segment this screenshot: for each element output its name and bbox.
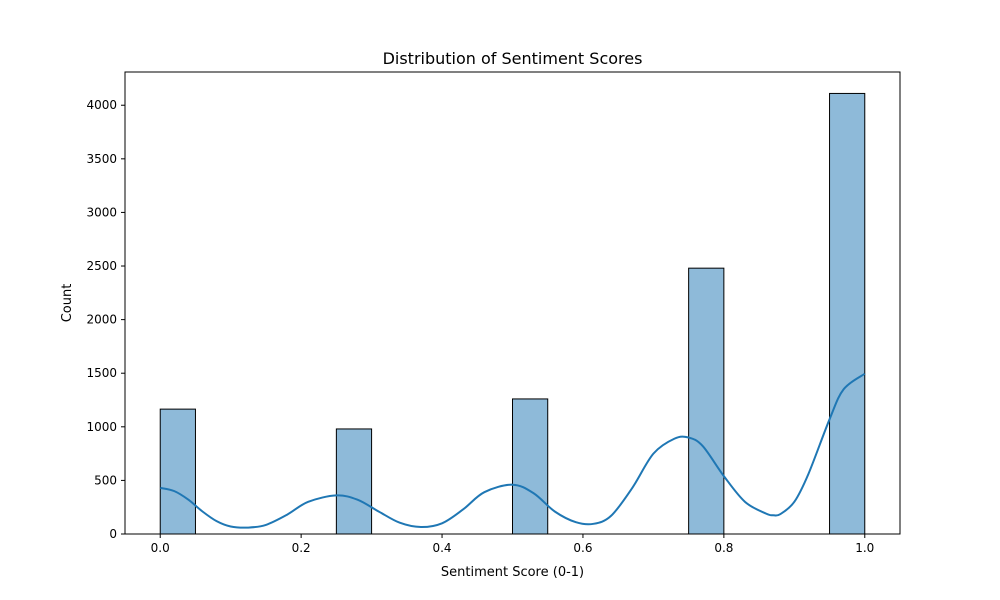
kde-line xyxy=(160,372,866,529)
y-tick-label: 1500 xyxy=(86,366,117,380)
y-tick-label: 1000 xyxy=(86,420,117,434)
x-tick-label: 0.6 xyxy=(573,541,592,555)
histogram-bar xyxy=(512,398,549,535)
histogram-bar xyxy=(159,408,196,535)
y-tick-label: 2500 xyxy=(86,259,117,273)
y-tick-label: 2000 xyxy=(86,313,117,327)
plot-frame xyxy=(124,71,901,535)
y-tick-label: 500 xyxy=(94,473,117,487)
x-axis-label: Sentiment Score (0-1) xyxy=(441,565,584,580)
bars-layer xyxy=(159,92,866,535)
x-tick-label: 0.2 xyxy=(292,541,311,555)
x-tick-label: 0.0 xyxy=(151,541,170,555)
y-tick-label: 0 xyxy=(109,527,117,541)
x-tick-label: 0.4 xyxy=(432,541,451,555)
chart-title: Distribution of Sentiment Scores xyxy=(383,49,643,68)
x-tick-label: 0.8 xyxy=(714,541,733,555)
y-axis: 0 500 1000 1500 2000 2500 3000 3500 4000 xyxy=(86,98,125,541)
y-axis-label: Count xyxy=(60,284,75,323)
kde-layer xyxy=(160,372,866,529)
histogram-bar xyxy=(335,428,373,535)
x-tick-label: 1.0 xyxy=(855,541,874,555)
y-tick-label: 4000 xyxy=(86,98,117,112)
histogram-bar xyxy=(688,267,725,535)
y-tick-label: 3500 xyxy=(86,152,117,166)
x-axis: 0.0 0.2 0.4 0.6 0.8 1.0 xyxy=(151,534,874,555)
histogram-bar xyxy=(829,92,866,535)
y-tick-label: 3000 xyxy=(86,205,117,219)
